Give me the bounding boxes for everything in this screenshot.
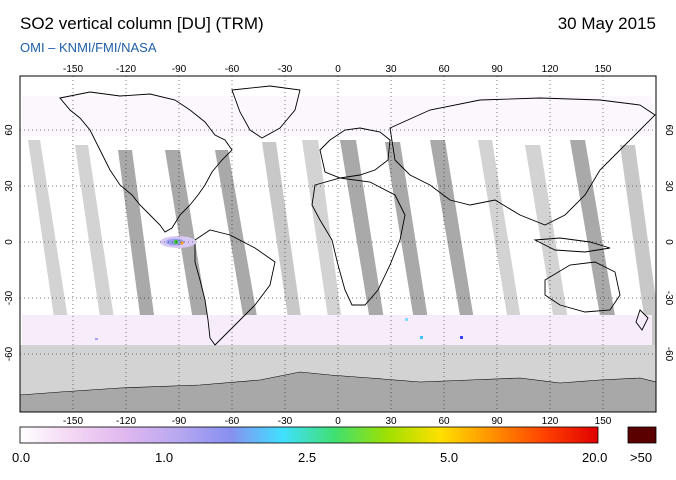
colorbar-label-0: 0.0 — [12, 450, 31, 465]
lon-tick-label: 60 — [438, 64, 450, 75]
so2-noise-spots — [95, 318, 463, 340]
africa-coast — [311, 177, 406, 306]
so2-plume — [160, 236, 196, 248]
lon-tick-label: 90 — [491, 64, 503, 75]
south-america-coast — [194, 229, 276, 346]
lat-tick-label: 30 — [4, 180, 15, 192]
lat-ticks-right: 60 30 0 -30 -60 — [663, 124, 674, 361]
lon-tick-label: 150 — [595, 416, 612, 427]
australia-coast — [544, 261, 621, 313]
swath-gap — [385, 142, 432, 345]
lon-tick-label: -90 — [172, 416, 187, 427]
lon-tick-label: -120 — [116, 416, 136, 427]
europe-coast — [319, 127, 391, 179]
noise-band-south — [22, 315, 652, 345]
lon-tick-label: -90 — [172, 64, 187, 75]
lon-tick-label: 0 — [335, 64, 341, 75]
lat-tick-label: -60 — [663, 347, 674, 362]
lat-tick-label: 60 — [663, 124, 674, 136]
swath-gap — [215, 150, 262, 345]
greenland-coast — [231, 85, 301, 139]
lon-tick-label: 30 — [385, 416, 397, 427]
colorbar-label-3: 5.0 — [440, 450, 459, 465]
lon-tick-label: 90 — [491, 416, 503, 427]
swath-gap — [620, 145, 656, 345]
map-title: SO2 vertical column [DU] (TRM) — [20, 14, 264, 33]
lat-tick-label: 0 — [663, 239, 674, 245]
lon-tick-label: 120 — [542, 64, 559, 75]
lon-tick-label: -150 — [63, 64, 83, 75]
colorbar-over-box — [627, 426, 657, 444]
colorbar-label-4: 20.0 — [582, 450, 608, 465]
lon-tick-label: -60 — [225, 416, 240, 427]
lon-tick-label: -150 — [63, 416, 83, 427]
lat-tick-label: 0 — [4, 239, 15, 245]
map-date: 30 May 2015 — [557, 14, 656, 33]
new-zealand-coast — [635, 309, 649, 331]
lon-tick-label: 150 — [595, 64, 612, 75]
map-area — [19, 75, 657, 413]
asia-coast — [389, 97, 656, 226]
lon-tick-label: -60 — [225, 64, 240, 75]
lon-tick-label: 0 — [335, 416, 341, 427]
lon-tick-label: -120 — [116, 64, 136, 75]
colorbar-over-label: >50 — [630, 450, 653, 465]
lat-tick-label: -60 — [4, 346, 15, 361]
swath-gap — [430, 140, 478, 345]
lat-tick-label: -30 — [663, 291, 674, 306]
colorbar-label-2: 2.5 — [298, 450, 317, 465]
swath-gap — [478, 140, 525, 345]
colorbar — [19, 426, 599, 444]
colorbar-label-1: 1.0 — [155, 450, 174, 465]
lat-ticks-left: 60 30 0 -30 -60 — [4, 124, 15, 361]
lat-tick-label: -30 — [4, 290, 15, 305]
lon-tick-label: -30 — [278, 64, 293, 75]
lon-tick-label: 30 — [385, 64, 397, 75]
lat-tick-label: 60 — [4, 124, 15, 136]
swath-gap — [118, 150, 158, 345]
map-frame — [19, 75, 657, 413]
indonesia-coast — [533, 237, 611, 253]
swath-gap — [302, 140, 345, 345]
swath-gap — [28, 140, 72, 345]
lat-tick-label: 30 — [663, 180, 674, 192]
coastlines — [59, 85, 656, 346]
swath-gap — [340, 140, 388, 345]
swath-gap — [75, 145, 118, 345]
swath-gap — [570, 140, 620, 345]
lon-tick-label: 60 — [438, 416, 450, 427]
swath-gap — [262, 142, 305, 345]
lon-tick-label: 120 — [542, 416, 559, 427]
swath-gap — [165, 150, 212, 345]
lon-tick-label: -30 — [278, 416, 293, 427]
swath-gap — [525, 145, 572, 345]
data-source: OMI – KNMI/FMI/NASA — [20, 40, 157, 55]
lon-ticks-top: -150 -120 -90 -60 -30 0 30 60 90 120 150 — [63, 64, 612, 75]
lon-ticks-bottom: -150 -120 -90 -60 -30 0 30 60 90 120 150 — [63, 416, 612, 427]
noise-band-north — [22, 96, 652, 136]
north-america-coast — [59, 91, 233, 233]
graticule — [20, 76, 656, 412]
swath-gaps — [28, 140, 656, 345]
